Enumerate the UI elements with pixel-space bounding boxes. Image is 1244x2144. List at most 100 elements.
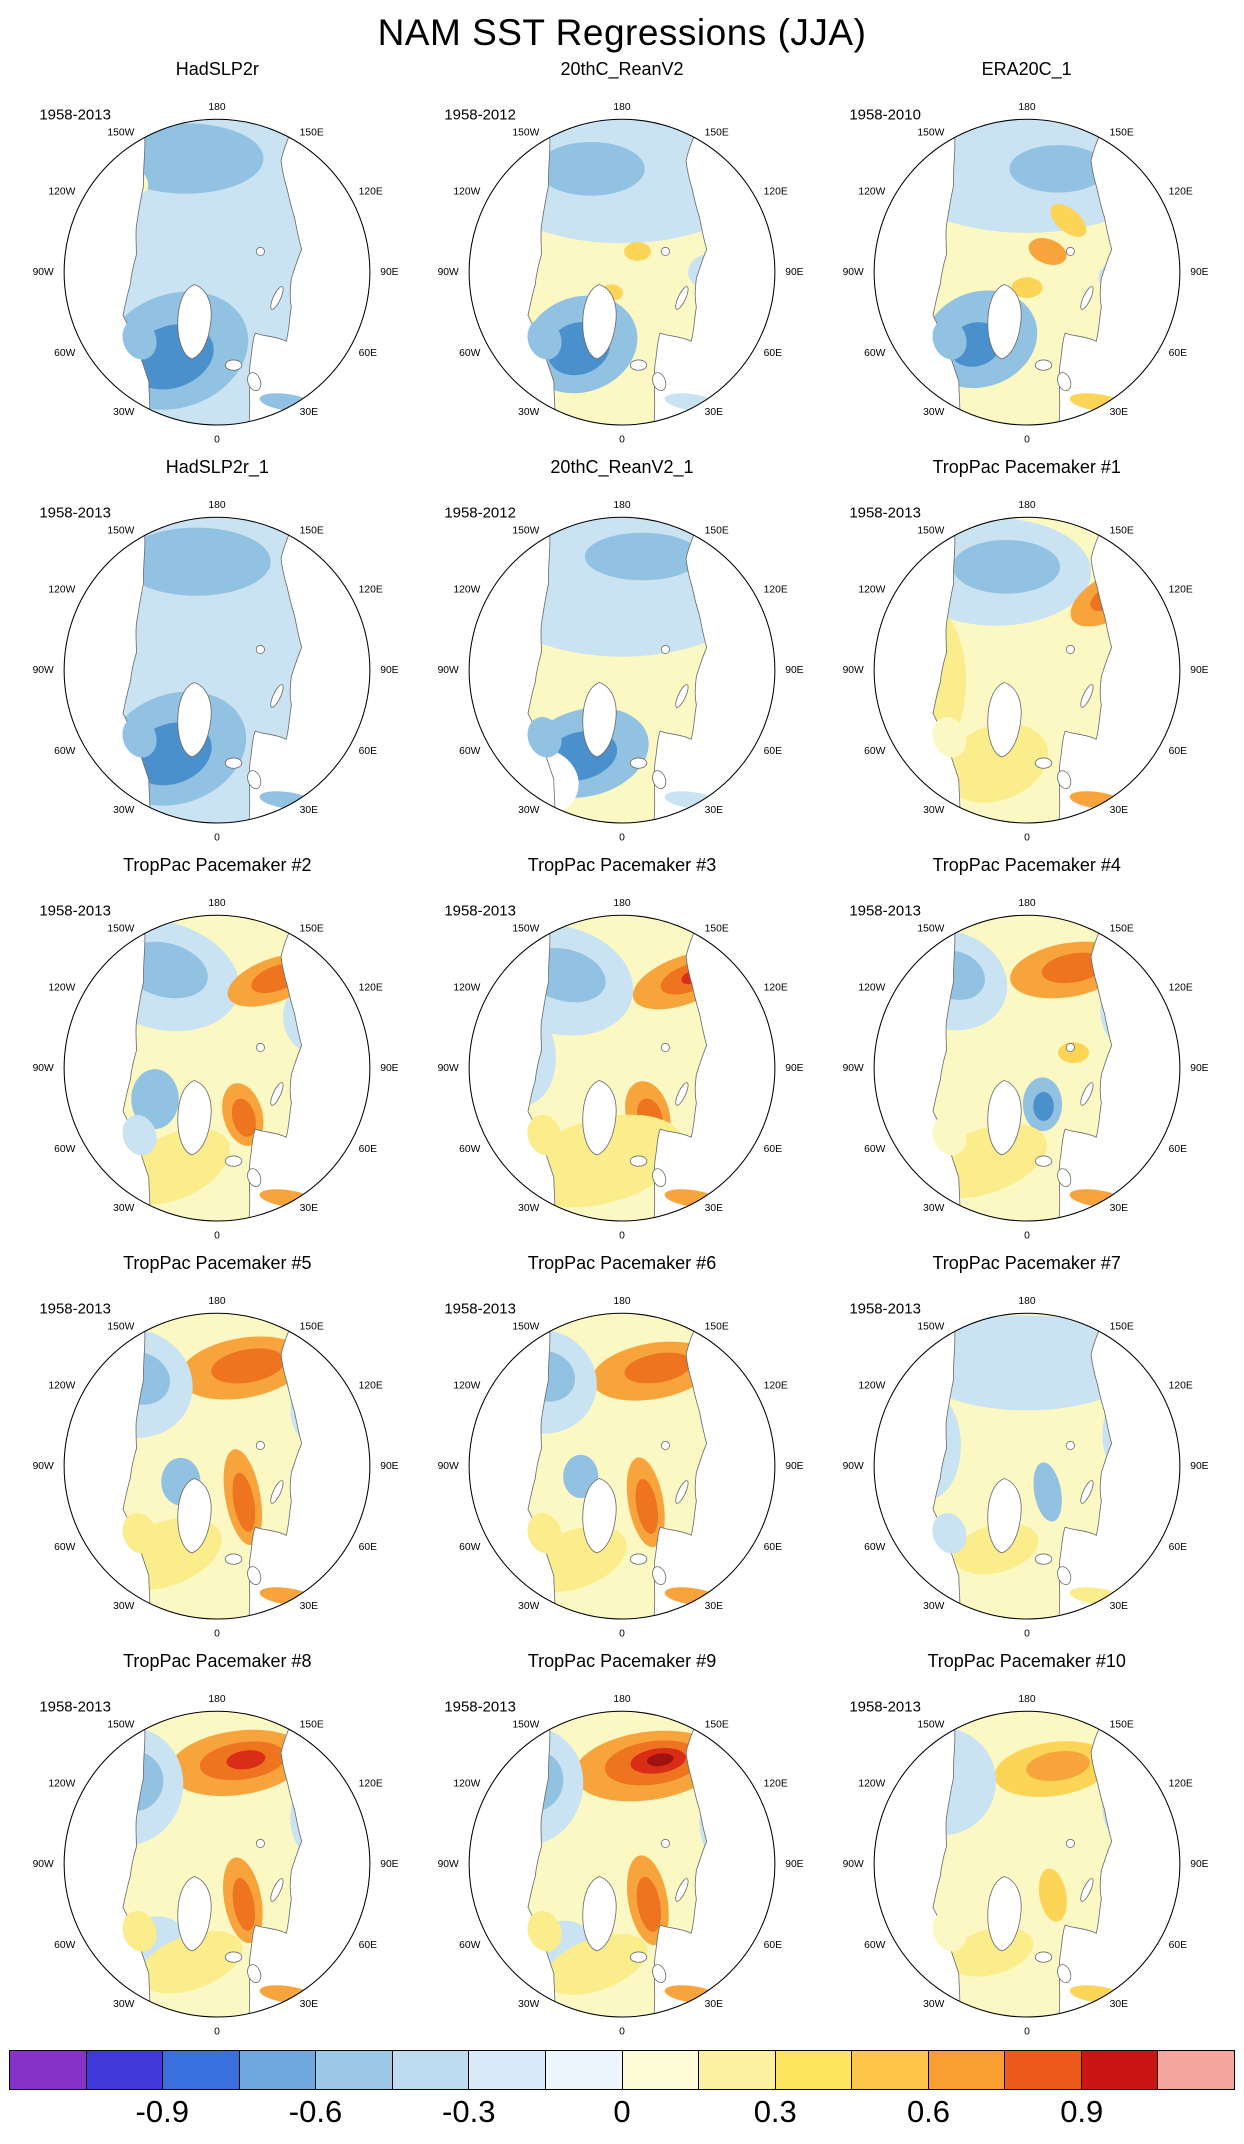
longitude-label: 90W — [438, 1063, 459, 1074]
longitude-label: 90W — [33, 665, 54, 676]
greenland-landmass — [582, 1478, 617, 1554]
page: { "chart_data": { "type": "heatmap", "ti… — [0, 12, 1244, 2144]
greenland-landmass — [177, 1478, 212, 1554]
longitude-label: 30E — [300, 1203, 318, 1214]
longitude-label: 120W — [453, 1381, 480, 1392]
panel-title: TropPac Pacemaker #4 — [932, 855, 1121, 875]
sst-regression-region — [910, 1315, 1143, 1411]
british-isles — [652, 1566, 667, 1586]
british-isles — [1056, 372, 1071, 392]
longitude-label: 60W — [459, 1542, 480, 1553]
longitude-label: 60W — [459, 1144, 480, 1155]
map-outline — [873, 118, 1181, 426]
longitude-label: 0 — [619, 1629, 625, 1640]
greenland-landmass — [582, 1080, 617, 1156]
svalbard-island — [1065, 1042, 1075, 1053]
sst-regression-region — [140, 1931, 243, 1994]
longitude-label: 180 — [209, 898, 226, 909]
longitude-label: 60E — [1168, 746, 1186, 757]
longitude-label: 120W — [858, 585, 885, 596]
panel-title: TropPac Pacemaker #5 — [123, 1253, 312, 1273]
iceland-island — [1034, 757, 1052, 769]
longitude-label: 30W — [923, 1203, 944, 1214]
sst-regression-region — [226, 1750, 266, 1770]
map-outline — [873, 914, 1181, 1222]
british-isles — [247, 770, 262, 790]
map-panel: 20thC_ReanV2_1 180 150E 120E 90E 60E 30E 0 30W 60… — [420, 456, 825, 854]
svalbard-island — [660, 644, 670, 655]
period-label: 1958-2013 — [849, 902, 921, 919]
colorbar: -0.9 -0.6 -0.3 0 0.3 0.6 0.9 — [9, 2050, 1235, 2144]
longitude-label: 120E — [764, 1381, 788, 1392]
novaya-zemlya-island — [1079, 684, 1094, 708]
map-outline — [873, 1312, 1181, 1620]
hudson-bay — [527, 1115, 562, 1156]
longitude-label: 60E — [764, 746, 782, 757]
sst-regression-region — [544, 1933, 648, 1995]
longitude-label: 150E — [1109, 526, 1133, 537]
longitude-label: 90E — [785, 1063, 803, 1074]
longitude-label: 30E — [300, 1999, 318, 2010]
panel-title: ERA20C_1 — [981, 59, 1072, 79]
longitude-label: 30W — [518, 1203, 539, 1214]
svalbard-island — [1065, 1838, 1075, 1849]
longitude-label: 90E — [381, 1859, 399, 1870]
svalbard-island — [660, 1042, 670, 1053]
map-outline — [468, 1312, 776, 1620]
longitude-label: 180 — [209, 1296, 226, 1307]
polar-map: 180 150E 120E 90E 60E 30E 0 30W 60W 90W 120W 150W 19… — [33, 1694, 399, 2038]
period-label: 1958-2013 — [444, 902, 516, 919]
greenland-landmass — [582, 284, 617, 360]
sst-regression-region — [1057, 1042, 1089, 1063]
map-outline — [63, 1710, 371, 2018]
longitude-label: 150E — [705, 1322, 729, 1333]
longitude-label: 120W — [858, 983, 885, 994]
longitude-label: 30E — [705, 407, 723, 418]
novaya-zemlya-island — [675, 286, 689, 310]
longitude-label: 30W — [923, 1999, 944, 2010]
polar-map: 180 150E 120E 90E 60E 30E 0 30W 60W 90W 120W 150W 19… — [842, 500, 1208, 844]
novaya-zemlya-island — [270, 684, 284, 708]
polar-map: 180 150E 120E 90E 60E 30E 0 30W 60W 90W 120W 150W 19… — [842, 898, 1208, 1242]
longitude-label: 0 — [214, 833, 220, 844]
longitude-label: 60W — [459, 746, 480, 757]
period-label: 1958-2013 — [849, 504, 921, 521]
iceland-island — [629, 1553, 648, 1565]
longitude-label: 60E — [359, 348, 377, 359]
longitude-label: 60W — [54, 746, 75, 757]
iceland-island — [225, 1553, 243, 1565]
longitude-label: 90E — [1190, 1063, 1208, 1074]
longitude-label: 90E — [1190, 1859, 1208, 1870]
map-outline — [468, 516, 776, 824]
colorbar-segment — [775, 2051, 853, 2089]
longitude-label: 120E — [359, 1381, 383, 1392]
map-outline — [63, 1312, 371, 1620]
longitude-label: 0 — [619, 1231, 625, 1242]
longitude-label: 60W — [864, 1542, 885, 1553]
hudson-bay — [932, 717, 967, 758]
svalbard-island — [256, 1042, 266, 1053]
longitude-label: 150W — [512, 1322, 539, 1333]
longitude-label: 150W — [917, 924, 944, 935]
panel-grid: HadSLP2r 180 150E 120E 90E 60E 30E 0 30W 60W 90W 12… — [15, 58, 1229, 2048]
period-label: 1958-2013 — [444, 1300, 516, 1317]
british-isles — [1056, 1964, 1071, 1984]
longitude-label: 150W — [512, 526, 539, 537]
period-label: 1958-2013 — [40, 1698, 112, 1715]
hudson-bay — [527, 319, 562, 360]
longitude-label: 60W — [54, 348, 75, 359]
longitude-label: 120E — [764, 983, 788, 994]
polar-map: 180 150E 120E 90E 60E 30E 0 30W 60W 90W 120W 150W 19… — [842, 1296, 1208, 1640]
colorbar-tick-label: 0 — [613, 2094, 631, 2129]
polar-map: 180 150E 120E 90E 60E 30E 0 30W 60W 90W 120W 150W 19… — [33, 1296, 399, 1640]
map-panel: 20thC_ReanV2 180 150E 120E 90E 60E 30E 0 30W 60W 9… — [420, 58, 825, 456]
map-outline — [63, 118, 371, 426]
longitude-label: 120E — [764, 187, 788, 198]
longitude-label: 30E — [705, 1999, 723, 2010]
colorbar-segment — [163, 2051, 240, 2089]
longitude-label: 0 — [1024, 435, 1030, 446]
greenland-landmass — [177, 682, 212, 758]
novaya-zemlya-island — [1079, 1082, 1094, 1106]
colorbar-segment — [86, 2051, 164, 2089]
longitude-label: 30E — [300, 407, 318, 418]
